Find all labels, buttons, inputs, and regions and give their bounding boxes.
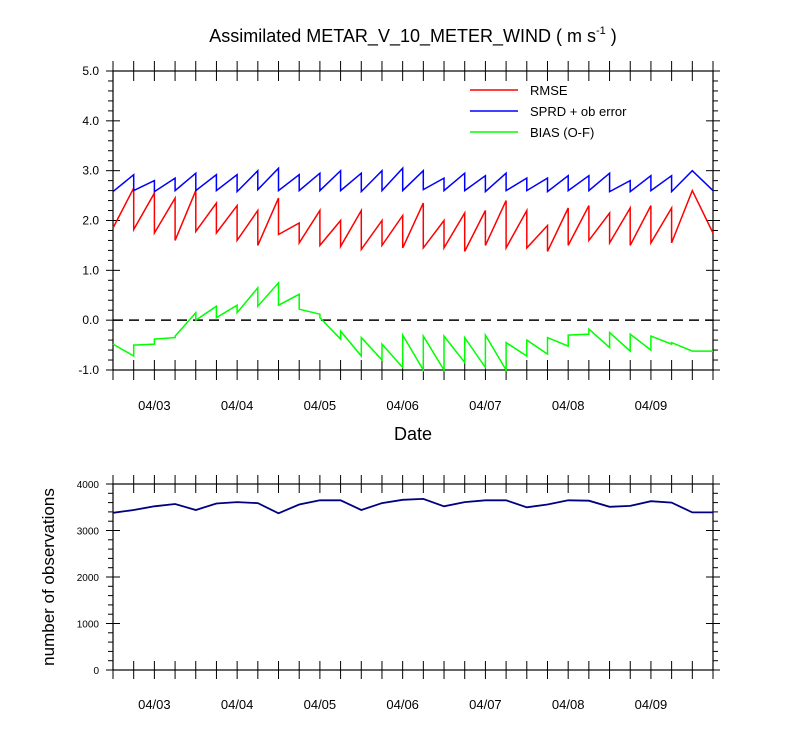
y-tick-label: 2000 [77, 573, 100, 584]
series-line-rmse [113, 188, 713, 251]
y-tick-label: 4000 [77, 480, 100, 491]
x-tick-label: 04/06 [386, 697, 419, 712]
x-tick-label: 04/03 [138, 697, 171, 712]
x-tick-label: 04/08 [552, 697, 585, 712]
series-line-observations [113, 499, 713, 513]
y-tick-label: 2.0 [82, 214, 99, 228]
x-tick-label: 04/06 [386, 398, 419, 413]
y-tick-label: 5.0 [82, 64, 99, 78]
legend-entry: SPRD + ob error [470, 104, 627, 119]
y-tick-label: 3.0 [82, 164, 99, 178]
series-line-bias-o-f [113, 283, 713, 370]
legend-label: SPRD + ob error [530, 104, 627, 119]
x-tick-label: 04/05 [304, 697, 337, 712]
legend-label: BIAS (O-F) [530, 125, 594, 140]
y-tick-label: 1000 [77, 620, 100, 631]
legend-label: RMSE [530, 83, 568, 98]
x-tick-label: 04/04 [221, 697, 254, 712]
y-tick-label: 0 [93, 666, 99, 677]
x-axis-label: Date [394, 424, 432, 444]
legend-entry: BIAS (O-F) [470, 125, 594, 140]
plot-frame [113, 484, 713, 670]
x-tick-label: 04/05 [304, 398, 337, 413]
x-tick-label: 04/07 [469, 398, 502, 413]
x-tick-label: 04/09 [635, 697, 668, 712]
top-panel: 04/03 04/04 04/05 04/06 04/07 04/08 04/09 -1.0 0… [78, 61, 720, 413]
x-tick-label: 04/09 [635, 398, 668, 413]
x-tick-label: 04/08 [552, 398, 585, 413]
series-line-sprd-ob-error [113, 168, 713, 191]
x-tick-label: 04/07 [469, 697, 502, 712]
chart-title: Assimilated METAR_V_10_METER_WIND ( m s-… [209, 25, 617, 47]
x-tick-label: 04/04 [221, 398, 254, 413]
y-tick-label: -1.0 [78, 363, 99, 377]
y-tick-label: 0.0 [82, 313, 99, 327]
x-tick-label: 04/03 [138, 398, 171, 413]
y-tick-label: 4.0 [82, 114, 99, 128]
y-axis-label-observations: number of observations [39, 488, 58, 666]
y-tick-label: 3000 [77, 527, 100, 538]
y-tick-label: 1.0 [82, 263, 99, 277]
bottom-panel: 04/03 04/04 04/05 04/06 04/07 04/08 04/09 0 1000… [77, 475, 720, 712]
legend-entry: RMSE [470, 83, 568, 98]
